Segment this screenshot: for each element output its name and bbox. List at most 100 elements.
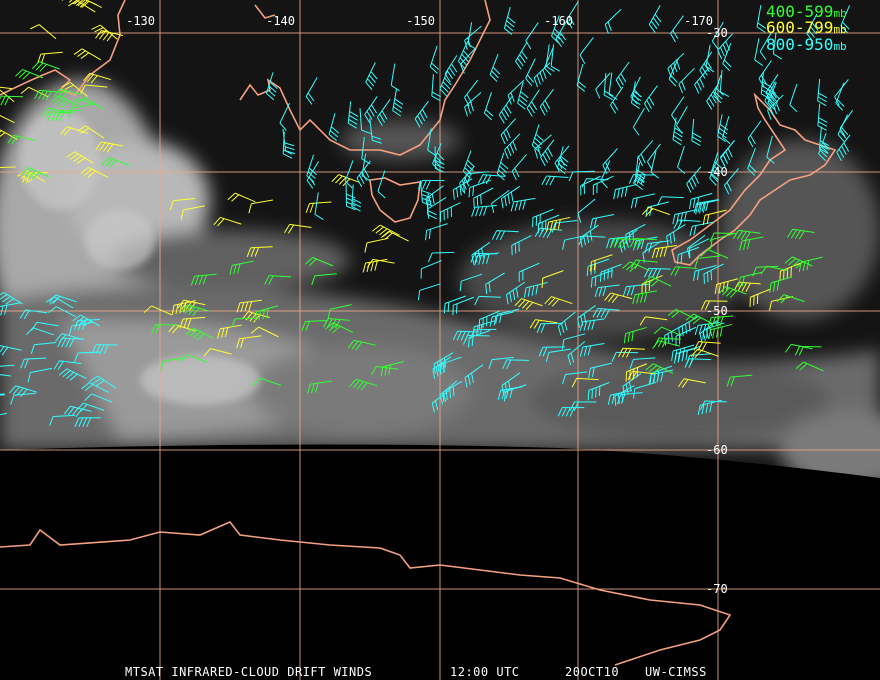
barb-feather bbox=[700, 249, 709, 257]
barb-feather bbox=[669, 233, 672, 244]
barb-feather bbox=[676, 213, 680, 224]
barb-feather bbox=[38, 90, 44, 100]
barb-feather bbox=[10, 395, 15, 405]
wind-barb bbox=[478, 310, 501, 330]
barb-feather bbox=[284, 224, 291, 234]
barb-feather bbox=[0, 294, 8, 300]
barb-feather bbox=[329, 130, 339, 138]
wind-barb bbox=[630, 259, 658, 270]
barb-feather bbox=[250, 247, 256, 257]
barb-feather bbox=[505, 128, 511, 139]
barb-feather bbox=[672, 30, 679, 40]
wind-barb bbox=[615, 61, 630, 89]
barb-feather bbox=[688, 180, 694, 190]
wind-barb bbox=[369, 118, 382, 144]
wind-barb bbox=[390, 63, 400, 92]
barb-feather bbox=[717, 135, 726, 143]
wind-barb bbox=[568, 170, 595, 182]
wind-barb bbox=[439, 202, 461, 222]
wind-barb bbox=[536, 322, 563, 334]
barb-feather bbox=[372, 224, 381, 232]
wind-barb bbox=[818, 132, 831, 161]
wind-barb bbox=[507, 79, 525, 105]
barb-shaft bbox=[790, 343, 813, 350]
barb-feather bbox=[527, 286, 531, 297]
barb-feather bbox=[1, 346, 9, 356]
barb-feather bbox=[168, 324, 176, 333]
barb-feather bbox=[284, 142, 295, 147]
wind-barb bbox=[798, 256, 823, 273]
wind-barb bbox=[362, 258, 388, 273]
barb-feather bbox=[4, 305, 8, 315]
wind-barb bbox=[643, 276, 672, 287]
wind-barb bbox=[769, 276, 793, 293]
wind-barb bbox=[675, 106, 688, 134]
barb-shaft bbox=[595, 72, 611, 90]
wind-barb bbox=[53, 88, 82, 100]
barb-feather bbox=[381, 110, 388, 120]
wind-barb bbox=[541, 270, 564, 288]
wind-barb bbox=[713, 75, 724, 104]
wind-barb bbox=[643, 85, 658, 113]
wind-barb bbox=[628, 174, 656, 184]
wind-barb bbox=[169, 197, 196, 211]
barb-feather bbox=[587, 345, 592, 356]
barb-feather bbox=[786, 228, 794, 238]
legend: 400-599mb 600-799mb 800-950mb bbox=[766, 2, 847, 54]
barb-feather bbox=[819, 149, 828, 158]
barb-feather bbox=[323, 318, 329, 328]
wind-barb bbox=[91, 344, 119, 355]
barb-feather bbox=[592, 308, 599, 318]
wind-barb bbox=[190, 273, 217, 286]
barb-feather bbox=[81, 0, 90, 8]
barb-feather bbox=[534, 148, 539, 159]
wind-barb bbox=[81, 382, 110, 393]
wind-barb bbox=[569, 401, 597, 412]
wind-barb bbox=[264, 275, 292, 285]
barb-feather bbox=[692, 132, 702, 139]
wind-barb bbox=[392, 88, 404, 117]
barb-feather bbox=[379, 228, 388, 236]
barb-feather bbox=[708, 97, 715, 107]
barb-feather bbox=[364, 242, 368, 253]
barb-feather bbox=[507, 380, 511, 391]
barb-feather bbox=[254, 311, 258, 322]
barb-feather bbox=[330, 126, 340, 134]
barb-feather bbox=[55, 110, 61, 120]
barb-feather bbox=[525, 302, 534, 310]
barb-feather bbox=[581, 178, 587, 188]
barb-feather bbox=[366, 110, 373, 120]
wind-barb bbox=[464, 364, 484, 388]
barb-feather bbox=[154, 324, 160, 334]
wind-barb bbox=[673, 219, 701, 230]
barb-feather bbox=[449, 388, 452, 399]
barb-feather bbox=[670, 331, 673, 342]
wind-barb bbox=[523, 282, 548, 298]
barb-feather bbox=[748, 164, 757, 173]
wind-barb bbox=[217, 324, 242, 339]
barb-feather bbox=[693, 271, 696, 281]
barb-feather bbox=[610, 238, 616, 248]
barb-feather bbox=[567, 355, 572, 366]
barb-feather bbox=[583, 235, 586, 246]
barb-feather bbox=[190, 275, 196, 286]
barb-shaft bbox=[13, 392, 36, 396]
barb-feather bbox=[653, 326, 662, 335]
wind-barb bbox=[589, 254, 613, 272]
barb-feather bbox=[760, 265, 768, 275]
barb-feather bbox=[97, 29, 107, 35]
barb-feather bbox=[496, 173, 505, 181]
barb-feather bbox=[577, 213, 582, 223]
wind-barb bbox=[817, 103, 828, 131]
barb-feather bbox=[740, 231, 747, 241]
longitude-label: -130 bbox=[126, 14, 155, 28]
barb-feather bbox=[723, 59, 732, 68]
barb-feather bbox=[788, 258, 797, 266]
wind-barb bbox=[518, 262, 540, 282]
wind-barb bbox=[265, 72, 278, 101]
barb-feather bbox=[685, 313, 694, 321]
barb-feather bbox=[749, 135, 756, 145]
wind-barb bbox=[150, 324, 178, 334]
barb-feather bbox=[491, 70, 499, 79]
barb-shaft bbox=[372, 258, 395, 264]
